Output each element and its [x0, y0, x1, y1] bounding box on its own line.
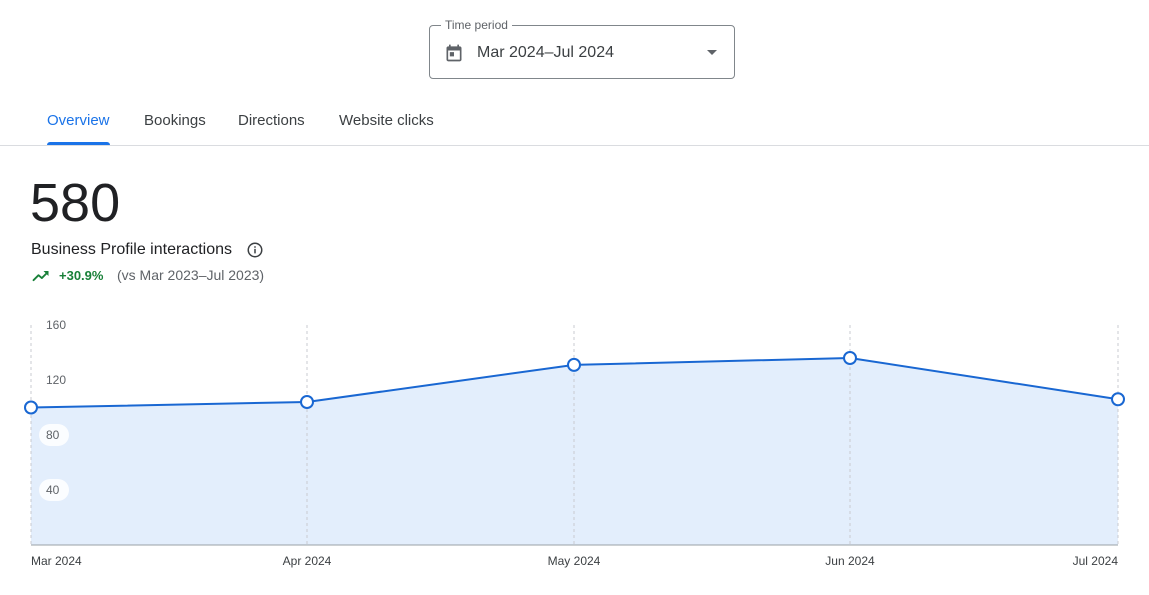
x-tick-label: May 2024: [548, 554, 601, 568]
y-tick-background: [39, 314, 69, 336]
x-tick-label: Jul 2024: [1073, 554, 1119, 568]
tab-overview[interactable]: Overview: [47, 100, 110, 145]
y-tick-background: [39, 369, 69, 391]
calendar-icon: [446, 44, 462, 62]
data-point: [567, 357, 581, 372]
change-percentage: +30.9%: [59, 268, 104, 283]
trending-up-icon: [32, 271, 49, 282]
data-point: [300, 395, 314, 409]
tab-bookings[interactable]: Bookings: [144, 112, 206, 129]
comparison-period: (vs Mar 2023–Jul 2023): [117, 267, 265, 283]
interactions-chart: 40 80 120 160 Mar 2024 Apr 2024 May 2024 Jun 20…: [24, 314, 1125, 568]
time-period-select[interactable]: Time period Mar 2024–Jul 2024: [429, 17, 735, 79]
y-tick-background: [39, 424, 69, 446]
y-tick-label: 40: [46, 483, 60, 497]
tab-website-clicks[interactable]: Website clicks: [339, 112, 434, 129]
x-tick-label: Jun 2024: [825, 554, 875, 568]
time-period-label: Time period: [441, 17, 512, 33]
tab-directions[interactable]: Directions: [238, 112, 305, 129]
y-tick-background: [39, 479, 69, 501]
y-tick-label: 80: [46, 428, 60, 442]
data-point: [843, 351, 857, 365]
tab-bar: Overview Bookings Directions Website cli…: [0, 100, 1149, 146]
info-icon[interactable]: [246, 241, 264, 259]
time-period-value: Mar 2024–Jul 2024: [477, 44, 614, 61]
data-point: [1111, 392, 1125, 407]
dropdown-arrow-icon: [707, 50, 717, 55]
x-tick-label: Apr 2024: [283, 554, 332, 568]
total-interactions-value: 580: [30, 173, 121, 233]
y-tick-label: 160: [46, 318, 66, 332]
metric-label: Business Profile interactions: [31, 241, 232, 258]
x-tick-label: Mar 2024: [31, 554, 82, 568]
data-point: [24, 400, 38, 415]
y-tick-label: 120: [46, 373, 66, 387]
